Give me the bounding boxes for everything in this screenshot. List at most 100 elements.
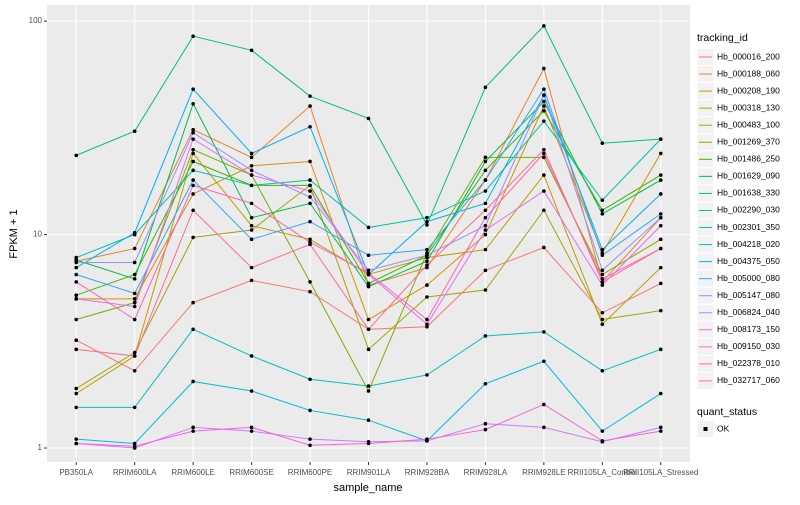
legend-label: Hb_000208_190 bbox=[717, 85, 780, 95]
data-point bbox=[600, 277, 605, 281]
data-point bbox=[600, 322, 605, 327]
y-tick-label: 1 bbox=[38, 443, 43, 452]
data-point bbox=[600, 283, 605, 287]
x-tick-label: RRIM928LE bbox=[522, 468, 566, 477]
data-point bbox=[542, 66, 546, 71]
legend-title: tracking_id bbox=[697, 32, 748, 44]
data-point bbox=[74, 405, 79, 410]
data-point bbox=[132, 444, 137, 448]
x-tick-label: RRII105LA_Stressed bbox=[623, 468, 698, 477]
data-point bbox=[425, 259, 429, 264]
data-point bbox=[542, 155, 546, 160]
legend-label: Hb_001486_250 bbox=[717, 154, 780, 164]
legend-label: Hb_004218_020 bbox=[717, 239, 780, 249]
data-point bbox=[658, 425, 663, 430]
data-point bbox=[191, 87, 195, 91]
legend-label: Hb_000318_130 bbox=[717, 102, 780, 112]
data-point bbox=[425, 263, 429, 267]
data-point bbox=[191, 159, 195, 164]
legend-label: Hb_002301_350 bbox=[717, 222, 780, 232]
data-point bbox=[425, 283, 429, 287]
data-point bbox=[600, 429, 605, 433]
data-point bbox=[249, 215, 254, 220]
data-point bbox=[542, 245, 546, 250]
data-point bbox=[249, 173, 254, 177]
data-point bbox=[249, 151, 254, 156]
data-point bbox=[308, 189, 312, 193]
x-tick-label: RRIM928LA bbox=[464, 468, 508, 477]
legend-label: Hb_022378_010 bbox=[717, 358, 780, 368]
x-tick-label: RRIM600LE bbox=[171, 468, 215, 477]
data-point bbox=[191, 127, 195, 132]
data-point bbox=[366, 225, 371, 230]
data-point bbox=[74, 437, 79, 441]
data-point bbox=[308, 183, 312, 188]
legend-label: Hb_001269_370 bbox=[717, 137, 780, 147]
data-point bbox=[425, 437, 429, 441]
x-tick-label: RRIM901LA bbox=[347, 468, 391, 477]
data-point bbox=[249, 389, 254, 393]
data-point bbox=[132, 405, 137, 410]
data-point bbox=[366, 268, 371, 273]
data-point bbox=[191, 130, 195, 135]
legend-label: Hb_005000_080 bbox=[717, 273, 780, 283]
data-point bbox=[600, 439, 605, 443]
data-point bbox=[308, 443, 312, 448]
data-point bbox=[249, 237, 254, 242]
data-point bbox=[483, 159, 488, 164]
legend-label: Hb_032717_060 bbox=[717, 375, 780, 385]
data-point bbox=[308, 201, 312, 206]
data-point bbox=[308, 408, 312, 413]
data-point bbox=[483, 178, 488, 182]
data-point bbox=[191, 183, 195, 188]
data-point bbox=[249, 228, 254, 232]
data-point bbox=[366, 418, 371, 422]
y-tick-label: 100 bbox=[29, 16, 43, 25]
data-point bbox=[600, 212, 605, 216]
data-point bbox=[191, 300, 195, 305]
data-point bbox=[308, 94, 312, 98]
data-point bbox=[658, 215, 663, 220]
data-point bbox=[658, 391, 663, 396]
data-point bbox=[366, 317, 371, 322]
data-point bbox=[74, 347, 79, 352]
data-point bbox=[483, 381, 488, 386]
data-point bbox=[191, 429, 195, 433]
data-point bbox=[132, 300, 137, 305]
legend-label: Hb_000483_100 bbox=[717, 119, 780, 129]
data-point bbox=[658, 347, 663, 352]
data-point bbox=[542, 109, 546, 113]
data-point bbox=[132, 291, 137, 296]
legend-label: Hb_001629_090 bbox=[717, 171, 780, 181]
data-point bbox=[600, 253, 605, 258]
legend-label: Hb_000016_200 bbox=[717, 51, 780, 61]
data-point bbox=[483, 232, 488, 237]
data-point bbox=[483, 223, 488, 228]
data-point bbox=[658, 212, 663, 216]
data-point bbox=[308, 219, 312, 224]
data-point bbox=[542, 99, 546, 104]
shape-legend-title: quant_status bbox=[697, 406, 757, 418]
data-point bbox=[249, 354, 254, 358]
data-point bbox=[132, 441, 137, 446]
data-point bbox=[74, 280, 79, 284]
data-point bbox=[425, 223, 429, 227]
data-point bbox=[425, 322, 429, 327]
data-point bbox=[542, 425, 546, 430]
data-point bbox=[249, 155, 254, 160]
legend-label: OK bbox=[717, 423, 730, 433]
data-point bbox=[249, 223, 254, 228]
data-point bbox=[600, 369, 605, 373]
data-point bbox=[308, 178, 312, 182]
data-point bbox=[132, 246, 137, 251]
data-point bbox=[542, 24, 546, 28]
data-point bbox=[132, 350, 137, 355]
data-point bbox=[483, 421, 488, 426]
data-point bbox=[132, 272, 137, 277]
data-point bbox=[308, 237, 312, 242]
data-point bbox=[600, 311, 605, 315]
x-tick-label: RRIM600SE bbox=[229, 468, 273, 477]
data-point bbox=[191, 101, 195, 106]
data-point bbox=[658, 429, 663, 433]
legend-label: Hb_000188_060 bbox=[717, 68, 780, 78]
